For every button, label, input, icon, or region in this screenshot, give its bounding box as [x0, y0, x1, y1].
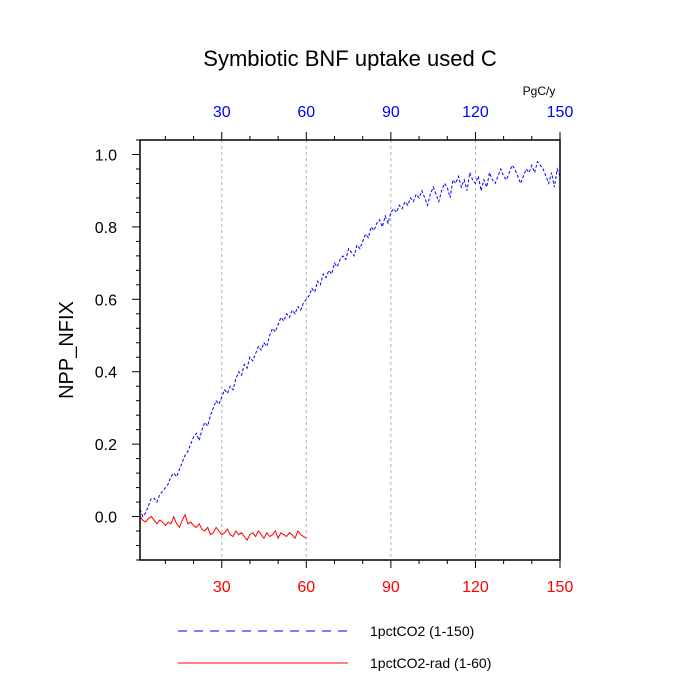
legend: 1pctCO2 (1-150) 1pctCO2-rad (1-60)	[178, 623, 491, 671]
x-tick-label-top: 120	[462, 104, 489, 121]
x-tick-label-top: 30	[213, 104, 231, 121]
axis-tick-labels: 30 60 90 120 150 30 60 90 120 150 0.0 0.2 0.4 0.6 0.8 1…	[95, 104, 574, 596]
series-line-1	[139, 513, 307, 542]
legend-label-1pctco2-rad: 1pctCO2-rad (1-60)	[370, 655, 491, 671]
y-tick-label: 0.6	[95, 292, 117, 309]
y-tick-label: 0.8	[95, 220, 117, 237]
x-tick-label-top: 90	[382, 104, 400, 121]
gridlines	[221, 140, 476, 560]
x-tick-label-bottom: 150	[547, 579, 574, 596]
x-tick-label-top: 150	[547, 104, 574, 121]
x-tick-label-bottom: 60	[297, 579, 315, 596]
series-line-0	[139, 160, 561, 518]
chart-title: Symbiotic BNF uptake used C	[203, 46, 497, 71]
axis-ticks	[132, 132, 561, 568]
x-tick-label-bottom: 30	[213, 579, 231, 596]
top-axis-unit: PgC/y	[523, 84, 556, 98]
y-tick-label: 0.2	[95, 437, 117, 454]
series-layer	[139, 160, 561, 542]
x-tick-label-bottom: 120	[462, 579, 489, 596]
y-tick-label: 0.4	[95, 365, 117, 382]
x-tick-label-bottom: 90	[382, 579, 400, 596]
y-tick-label: 0.0	[95, 510, 117, 527]
y-tick-label: 1.0	[95, 147, 117, 164]
legend-label-1pctco2: 1pctCO2 (1-150)	[370, 623, 474, 639]
x-tick-label-top: 60	[297, 104, 315, 121]
y-axis-label: NPP_NFIX	[56, 301, 78, 399]
plot-frame	[139, 139, 561, 561]
